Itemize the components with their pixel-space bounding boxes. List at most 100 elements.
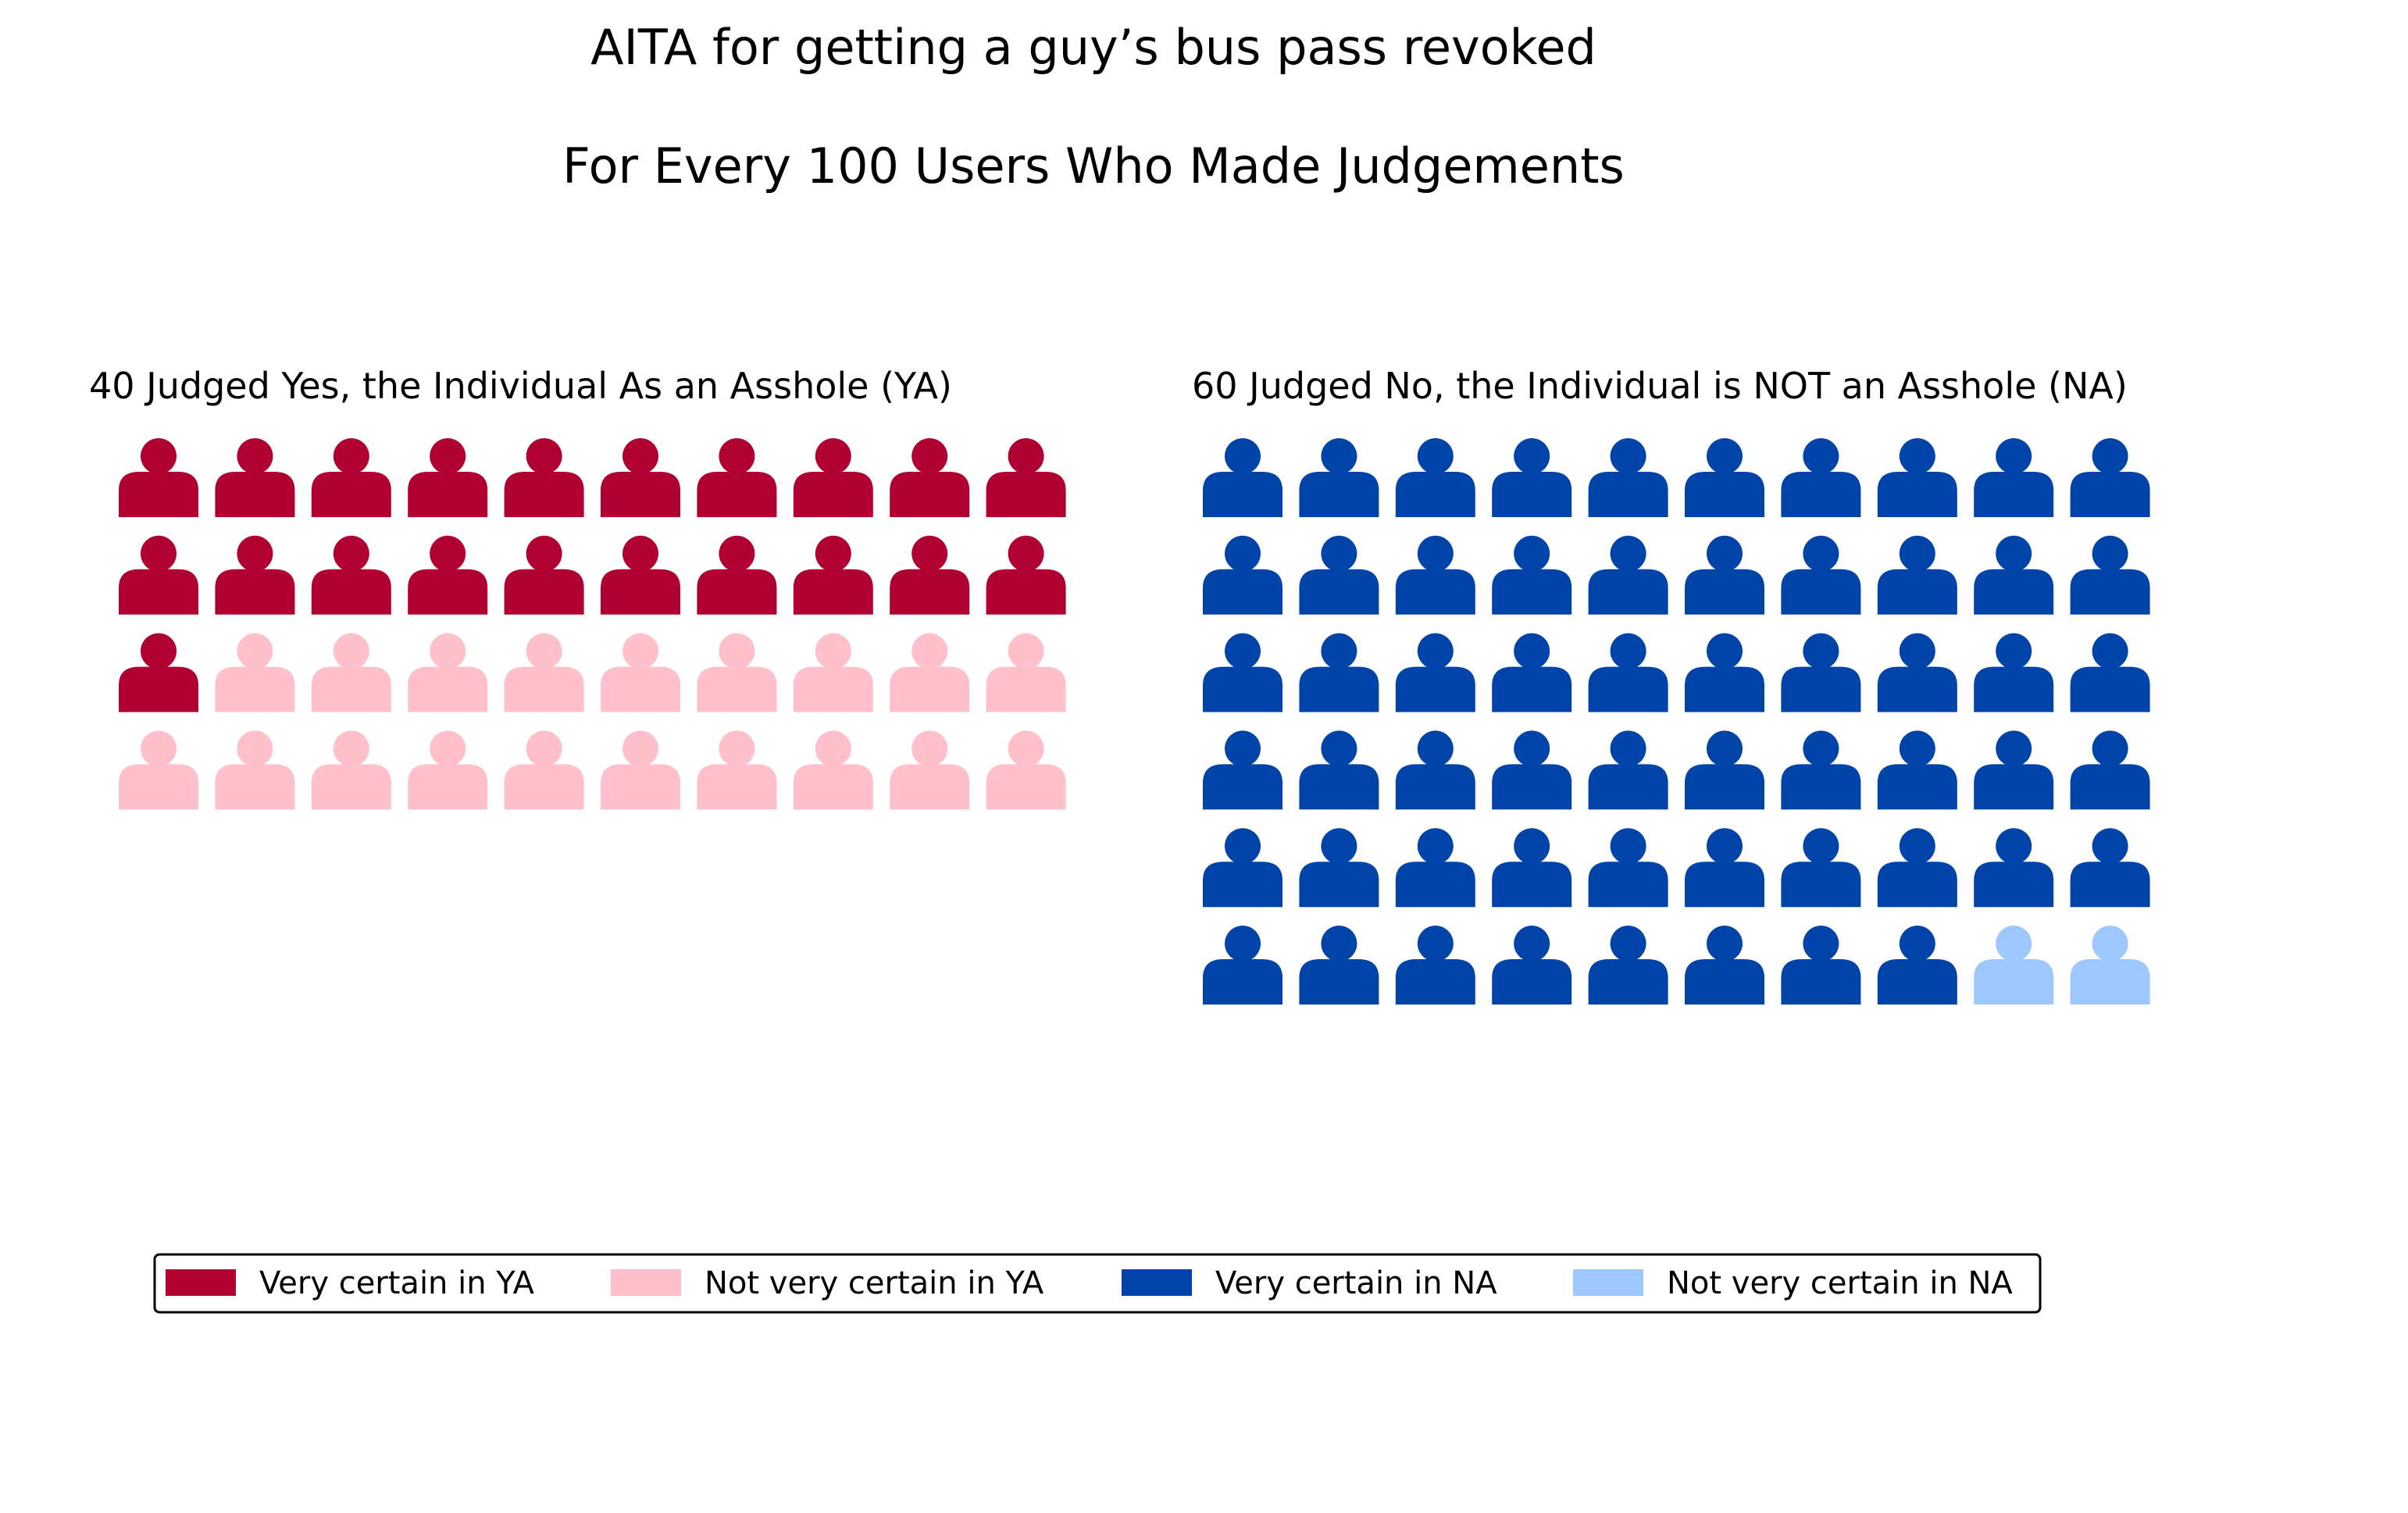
legend-swatch-very-certain-na xyxy=(1122,1269,1192,1296)
person-icon xyxy=(1781,926,1861,1005)
person-icon xyxy=(1395,438,1475,517)
person-icon xyxy=(1395,926,1475,1005)
person-icon xyxy=(311,633,391,712)
person-icon xyxy=(1299,633,1379,712)
person-icon xyxy=(986,730,1066,810)
person-icon xyxy=(986,438,1066,517)
person-icon xyxy=(1588,730,1668,810)
person-icon xyxy=(697,438,777,517)
na-icon-grid xyxy=(1203,438,2150,1005)
person-icon xyxy=(2070,926,2150,1005)
person-icon xyxy=(408,535,488,615)
person-icon xyxy=(504,438,584,517)
person-icon xyxy=(890,633,970,712)
person-icon xyxy=(1974,828,2054,908)
person-icon xyxy=(1299,730,1379,810)
person-icon xyxy=(408,438,488,517)
person-icon xyxy=(601,535,680,615)
person-icon xyxy=(986,633,1066,712)
person-icon xyxy=(1395,828,1475,908)
person-icon xyxy=(2070,535,2150,615)
person-icon xyxy=(601,633,680,712)
person-icon xyxy=(1395,535,1475,615)
person-icon xyxy=(1492,633,1572,712)
person-icon xyxy=(215,730,295,810)
person-icon xyxy=(1974,633,2054,712)
person-icon xyxy=(2070,730,2150,810)
person-icon xyxy=(504,535,584,615)
legend-swatch-not-very-certain-ya xyxy=(611,1269,681,1296)
person-icon xyxy=(1685,828,1764,908)
person-icon xyxy=(1685,926,1764,1005)
person-icon xyxy=(697,730,777,810)
person-icon xyxy=(793,633,873,712)
person-icon xyxy=(1588,535,1668,615)
person-icon xyxy=(1203,535,1282,615)
person-icon xyxy=(2070,828,2150,908)
person-icon xyxy=(890,438,970,517)
person-icon xyxy=(1877,535,1957,615)
legend-swatch-not-very-certain-na xyxy=(1573,1269,1643,1296)
person-icon xyxy=(986,535,1066,615)
person-icon xyxy=(1781,730,1861,810)
person-icon xyxy=(215,633,295,712)
person-icon xyxy=(1588,438,1668,517)
person-icon xyxy=(311,535,391,615)
person-icon xyxy=(890,730,970,810)
legend-label-not-very-certain-ya: Not very certain in YA xyxy=(705,1265,1044,1301)
person-icon xyxy=(601,438,680,517)
person-icon xyxy=(408,633,488,712)
person-icon xyxy=(1203,828,1282,908)
person-icon xyxy=(215,438,295,517)
person-icon xyxy=(1877,438,1957,517)
ya-icon-grid xyxy=(119,438,1066,810)
person-icon xyxy=(408,730,488,810)
person-icon xyxy=(1685,438,1764,517)
person-icon xyxy=(793,730,873,810)
person-icon xyxy=(697,633,777,712)
person-icon xyxy=(1974,926,2054,1005)
person-icon xyxy=(504,633,584,712)
person-icon xyxy=(697,535,777,615)
person-icon xyxy=(1685,633,1764,712)
person-icon xyxy=(311,730,391,810)
person-icon xyxy=(1877,730,1957,810)
person-icon xyxy=(311,438,391,517)
person-icon xyxy=(119,535,198,615)
person-icon xyxy=(1685,535,1764,615)
person-icon xyxy=(2070,438,2150,517)
person-icon xyxy=(2070,633,2150,712)
person-icon xyxy=(1299,438,1379,517)
person-icon xyxy=(793,438,873,517)
person-icon xyxy=(1781,438,1861,517)
person-icon xyxy=(1588,828,1668,908)
person-icon xyxy=(1203,633,1282,712)
person-icon xyxy=(1781,828,1861,908)
person-icon xyxy=(1203,438,1282,517)
person-icon xyxy=(1492,438,1572,517)
person-icon xyxy=(1974,535,2054,615)
person-icon xyxy=(1395,730,1475,810)
person-icon xyxy=(601,730,680,810)
person-icon xyxy=(1299,535,1379,615)
panel-title-ya: 40 Judged Yes, the Individual As an Assh… xyxy=(89,365,952,407)
chart-title: AITA for getting a guy’s bus pass revoke… xyxy=(590,19,1596,76)
legend-frame xyxy=(153,1253,2042,1314)
person-icon xyxy=(1492,828,1572,908)
person-icon xyxy=(504,730,584,810)
person-icon xyxy=(1492,730,1572,810)
chart-subtitle: For Every 100 Users Who Made Judgements xyxy=(562,137,1625,194)
panel-title-na: 60 Judged No, the Individual is NOT an A… xyxy=(1192,365,2128,407)
person-icon xyxy=(119,438,198,517)
person-icon xyxy=(215,535,295,615)
person-icon xyxy=(890,535,970,615)
person-icon xyxy=(119,633,198,712)
person-icon xyxy=(119,730,198,810)
person-icon xyxy=(1781,633,1861,712)
person-icon xyxy=(1588,633,1668,712)
person-icon xyxy=(1781,535,1861,615)
person-icon xyxy=(1492,926,1572,1005)
person-icon xyxy=(1877,633,1957,712)
person-icon xyxy=(1588,926,1668,1005)
